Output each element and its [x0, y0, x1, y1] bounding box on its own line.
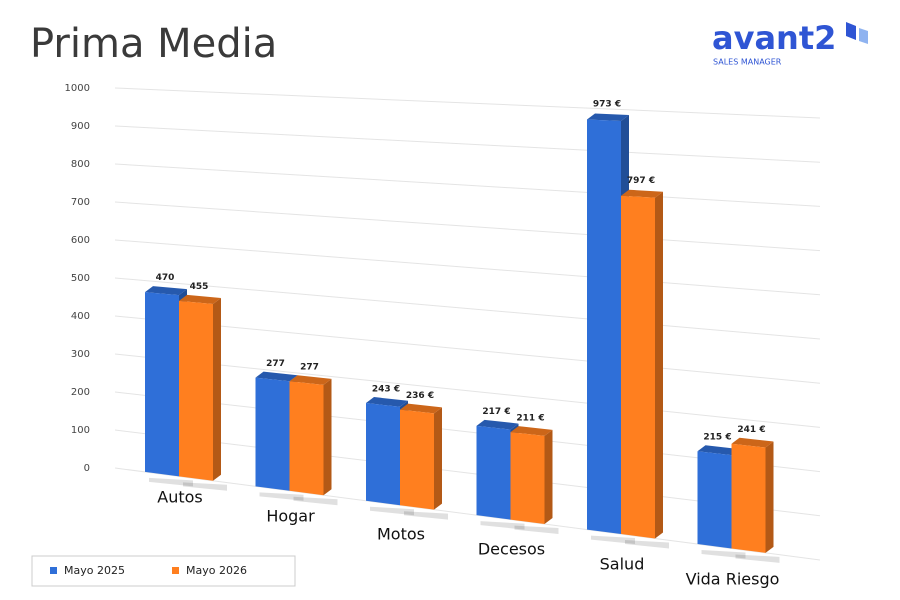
bar	[510, 432, 545, 525]
logo-tagline: SALES MANAGER	[713, 58, 782, 67]
logo-name: avant2	[712, 19, 836, 57]
bar	[400, 409, 434, 510]
y-tick-label: 700	[71, 197, 90, 208]
logo-icon	[846, 22, 856, 40]
bar-side	[434, 407, 442, 510]
y-tick-label: 0	[84, 463, 90, 474]
data-label: 241 €	[737, 425, 765, 435]
data-label: 470	[156, 273, 175, 283]
y-tick-label: 900	[71, 121, 90, 132]
grid-line	[114, 87, 821, 119]
grid-line	[114, 277, 821, 340]
y-tick-label: 100	[71, 425, 90, 436]
bar-shadow	[514, 525, 559, 535]
logo: avant2 SALES MANAGER	[712, 19, 868, 67]
data-label: 973 €	[593, 100, 621, 110]
bar	[621, 195, 655, 539]
bar	[179, 300, 213, 481]
bar-top	[510, 426, 553, 436]
bar-shadow	[591, 535, 635, 545]
bar-shadow	[370, 506, 414, 516]
bar	[587, 119, 621, 535]
x-tick-label: Autos	[157, 488, 202, 507]
grid-line	[114, 467, 821, 561]
bar-side	[765, 441, 774, 553]
bar	[731, 443, 766, 553]
legend-label: Mayo 2025	[64, 564, 125, 577]
y-tick-label: 400	[71, 311, 90, 322]
data-label: 217 €	[482, 407, 510, 417]
data-label: 797 €	[627, 176, 655, 186]
bar-shadow	[404, 511, 448, 520]
bar	[255, 377, 290, 491]
bar-shadow	[701, 550, 746, 559]
y-tick-label: 800	[71, 159, 90, 170]
data-label: 243 €	[372, 384, 400, 394]
bar-shadow	[259, 492, 304, 501]
grid-line	[114, 315, 821, 384]
data-label: 455	[190, 282, 209, 292]
x-tick-label: Motos	[377, 525, 425, 544]
bar	[476, 425, 511, 520]
data-label: 236 €	[406, 391, 434, 401]
bar-shadow	[293, 496, 338, 506]
bar	[145, 292, 179, 477]
y-tick-label: 300	[71, 349, 90, 360]
bar-top	[145, 286, 187, 296]
grid-line	[114, 163, 821, 207]
x-tick-label: Salud	[600, 555, 645, 574]
bar-top	[179, 294, 221, 304]
bar-side	[544, 429, 553, 525]
bar-shadow	[480, 521, 525, 530]
bar-shadow	[183, 482, 227, 491]
legend-swatch	[172, 567, 179, 574]
legend-swatch	[50, 567, 57, 574]
bar-side	[655, 191, 663, 539]
logo-icon	[859, 28, 868, 44]
bar-top	[255, 371, 298, 382]
bar	[289, 381, 324, 496]
grid-line	[114, 201, 821, 252]
chart-title: Prima Media	[30, 21, 277, 67]
data-label: 211 €	[516, 413, 544, 423]
bar-shadow	[149, 477, 193, 487]
grid-line	[114, 353, 821, 428]
bar	[366, 403, 400, 506]
bar-top	[366, 397, 408, 407]
x-tick-label: Decesos	[478, 540, 545, 559]
bar-top	[587, 113, 629, 121]
bar-top	[697, 445, 740, 456]
bar-top	[731, 437, 774, 448]
bar-shadow	[625, 540, 669, 549]
data-label: 277	[266, 359, 285, 369]
y-tick-label: 600	[71, 235, 90, 246]
data-label: 215 €	[703, 433, 731, 443]
bar-side	[213, 297, 221, 481]
legend-box	[31, 555, 296, 587]
bar-shadow	[735, 554, 780, 563]
bar-top	[476, 419, 519, 430]
y-tick-label: 200	[71, 387, 90, 398]
x-tick-label: Hogar	[266, 507, 315, 526]
legend-label: Mayo 2026	[186, 564, 247, 577]
bar	[697, 451, 732, 549]
x-tick-label: Vida Riesgo	[686, 570, 780, 589]
bar-side	[323, 378, 332, 496]
bar-top	[621, 189, 663, 198]
bar-top	[400, 403, 442, 414]
data-label: 277	[300, 363, 319, 373]
grid-line	[114, 239, 821, 296]
y-tick-label: 500	[71, 273, 90, 284]
y-tick-label: 1000	[65, 83, 90, 94]
grid-line	[114, 125, 821, 163]
bar-top	[289, 375, 332, 385]
